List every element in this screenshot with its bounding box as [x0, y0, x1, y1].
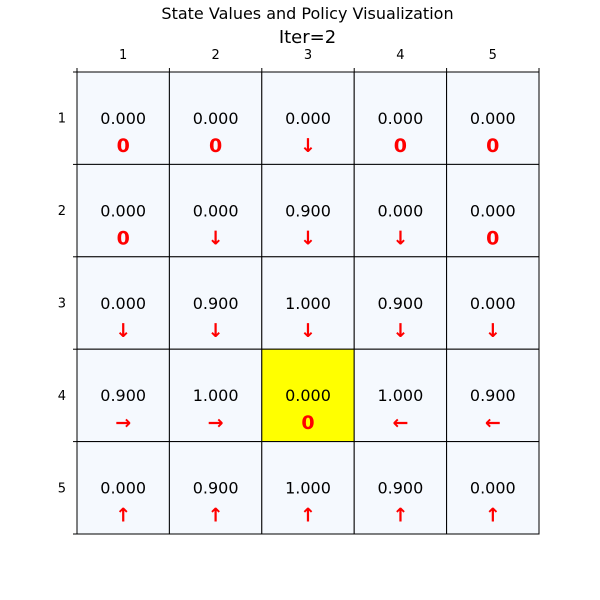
cell-value-label: 0.900 — [285, 201, 331, 220]
x-tick-label: 3 — [304, 48, 312, 63]
cell-value-label: 0.000 — [100, 109, 146, 128]
cell-value-label: 0.000 — [377, 109, 423, 128]
y-axis-ticks: 1 2 3 4 5 — [58, 71, 77, 535]
grid-cells: 0.000 0 0.000 0 0.000 ↓ 0.000 0 0.000 0 0.000 0 0.00… — [76, 71, 540, 535]
policy-label: ↓ — [300, 227, 316, 249]
grid-cell — [168, 163, 263, 258]
y-tick-label: 5 — [58, 481, 66, 496]
cell-value-label: 1.000 — [285, 294, 331, 313]
policy-label: ↑ — [208, 505, 224, 527]
cell-value-label: 1.000 — [285, 479, 331, 498]
grid-cell — [446, 163, 540, 258]
chart-subtitle: Iter=2 — [279, 27, 336, 48]
cell-value-label: 0.900 — [377, 294, 423, 313]
cell-value-label: 0.000 — [285, 109, 331, 128]
policy-label: → — [208, 412, 224, 434]
y-tick-label: 4 — [58, 389, 66, 404]
grid-cell — [261, 71, 355, 165]
cell-value-label: 1.000 — [377, 386, 423, 405]
policy-label: ↑ — [115, 505, 131, 527]
grid-cell — [261, 441, 355, 535]
policy-label: ↓ — [208, 227, 224, 249]
grid-cell — [76, 348, 170, 443]
y-tick-label: 3 — [58, 297, 66, 312]
policy-label: 0 — [301, 412, 314, 434]
cell-value-label: 0.000 — [193, 201, 239, 220]
cell-value-label: 0.000 — [470, 479, 516, 498]
cell-value-label: 0.000 — [100, 294, 146, 313]
grid-cell — [76, 71, 170, 165]
grid-cell — [261, 163, 355, 258]
policy-label: ↓ — [392, 227, 408, 249]
cell-value-label: 0.000 — [100, 201, 146, 220]
grid-cell — [168, 256, 263, 350]
cell-value-label: 0.900 — [193, 294, 239, 313]
policy-label: 0 — [117, 135, 130, 157]
policy-label: ↓ — [485, 320, 501, 342]
policy-label: ← — [392, 412, 408, 434]
grid-cell — [168, 71, 263, 165]
policy-label: ↓ — [392, 320, 408, 342]
policy-label: ↓ — [208, 320, 224, 342]
cell-value-label: 0.900 — [470, 386, 516, 405]
policy-label: ↑ — [300, 505, 316, 527]
policy-label: ↓ — [300, 320, 316, 342]
cell-value-label: 0.000 — [470, 294, 516, 313]
cell-value-label: 0.000 — [470, 201, 516, 220]
policy-label: → — [115, 412, 131, 434]
cell-value-label: 0.000 — [100, 479, 146, 498]
cell-value-label: 0.900 — [100, 386, 146, 405]
cell-value-label: 0.000 — [377, 201, 423, 220]
grid-cell — [76, 441, 170, 535]
x-axis-ticks: 1 2 3 4 5 — [76, 48, 540, 72]
policy-label: ↓ — [115, 320, 131, 342]
highlighted-cell — [261, 348, 355, 443]
cell-value-label: 0.000 — [470, 109, 516, 128]
policy-label: 0 — [117, 227, 130, 249]
grid-cell — [446, 348, 540, 443]
policy-label: 0 — [486, 227, 499, 249]
grid-cell — [353, 71, 448, 165]
x-tick-label: 2 — [211, 48, 219, 63]
grid-cell — [446, 441, 540, 535]
grid-cell — [168, 441, 263, 535]
grid-cell — [353, 441, 448, 535]
x-tick-label: 5 — [489, 48, 497, 63]
policy-label: ← — [485, 412, 501, 434]
grid-cell — [76, 256, 170, 350]
policy-label: 0 — [209, 135, 222, 157]
y-tick-label: 1 — [58, 112, 66, 127]
grid-cell — [168, 348, 263, 443]
grid-cell — [353, 256, 448, 350]
chart-title: State Values and Policy Visualization — [161, 4, 453, 23]
cell-value-label: 1.000 — [193, 386, 239, 405]
cell-value-label: 0.000 — [193, 109, 239, 128]
policy-label: 0 — [394, 135, 407, 157]
cell-value-label: 0.900 — [193, 479, 239, 498]
y-tick-label: 2 — [58, 204, 66, 219]
policy-label: ↑ — [392, 505, 408, 527]
cell-value-label: 0.000 — [285, 386, 331, 405]
x-tick-label: 1 — [119, 48, 127, 63]
policy-label: ↓ — [300, 135, 316, 157]
cell-value-label: 0.900 — [377, 479, 423, 498]
x-tick-label: 4 — [396, 48, 404, 63]
grid-cell — [353, 163, 448, 258]
grid-cell — [353, 348, 448, 443]
policy-label: 0 — [486, 135, 499, 157]
policy-label: ↑ — [485, 505, 501, 527]
